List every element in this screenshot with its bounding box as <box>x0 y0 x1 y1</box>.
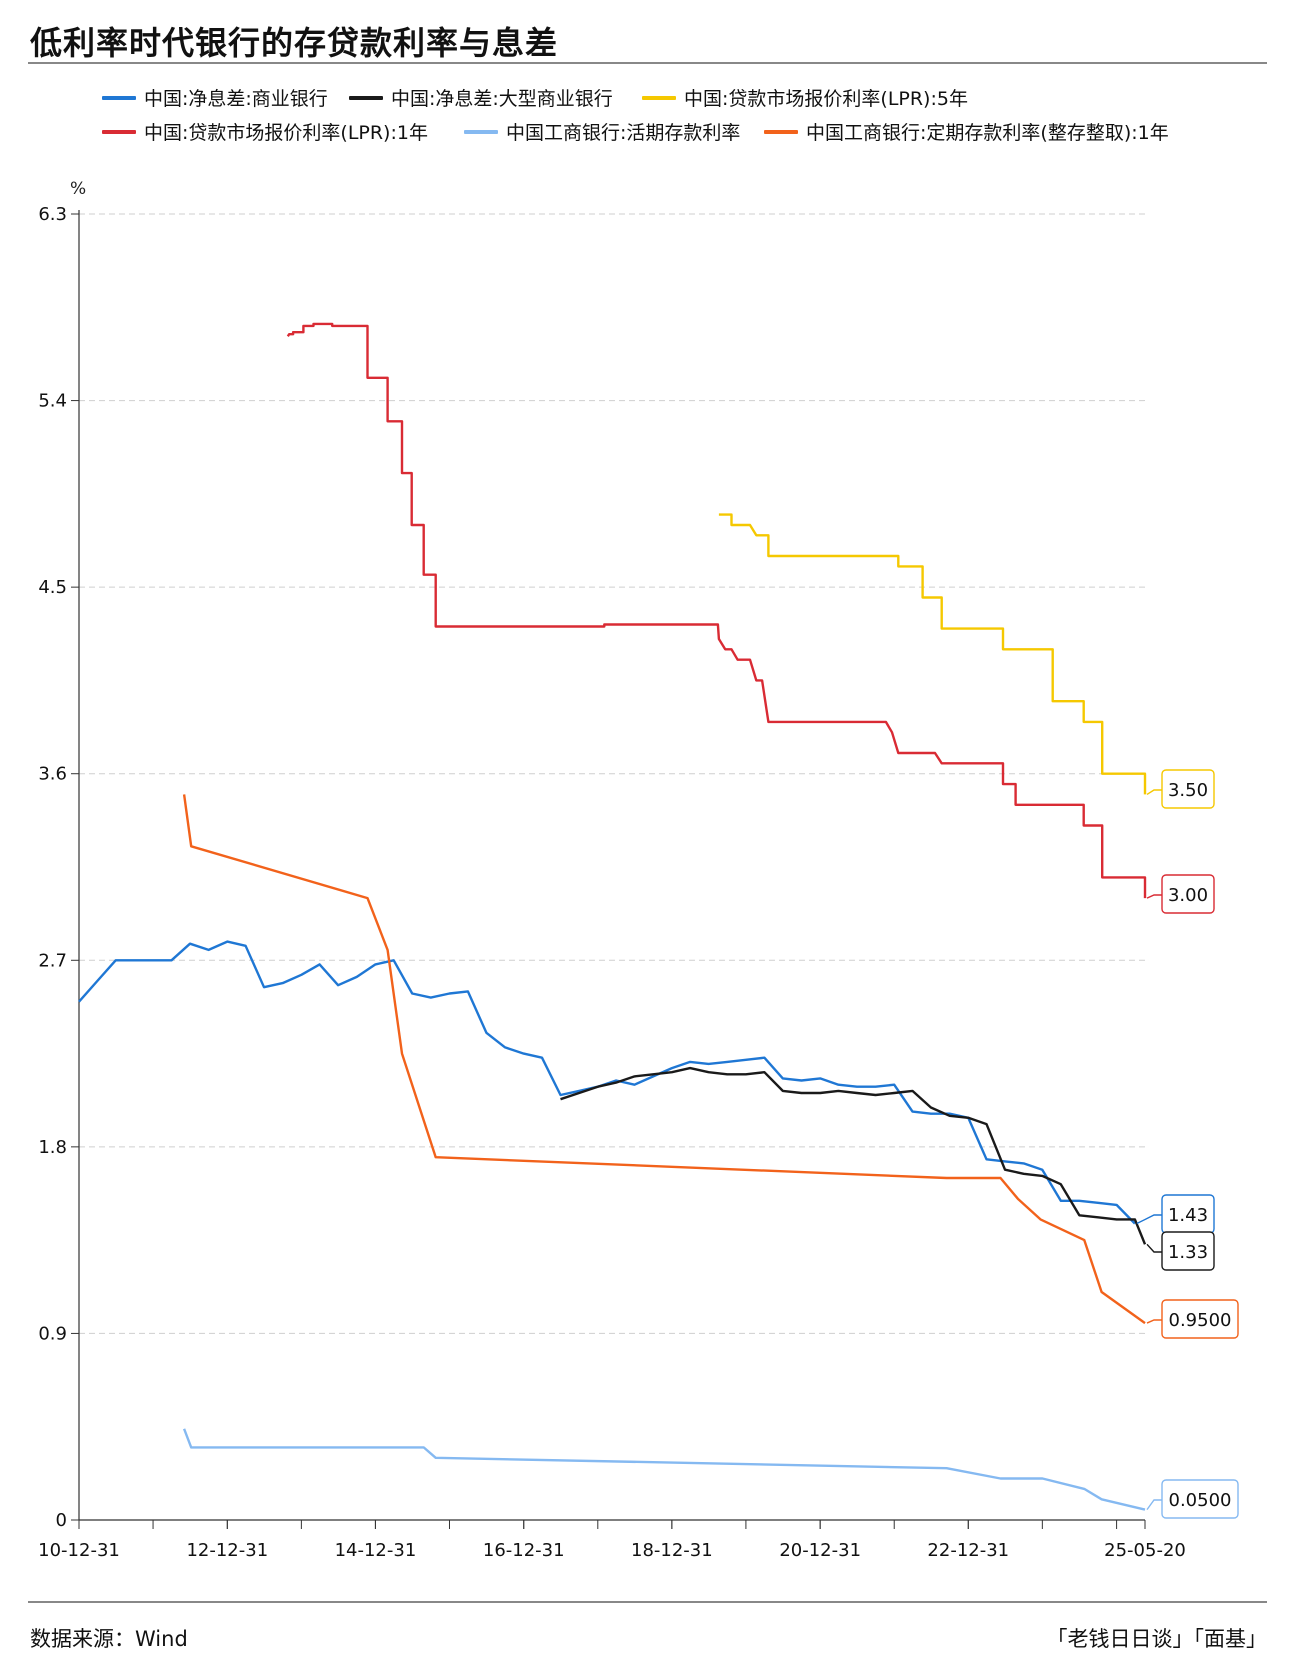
data-source: 数据来源：Wind <box>30 1627 188 1651</box>
x-tick-label: 12-12-31 <box>186 1540 268 1561</box>
y-tick-label: 3.6 <box>38 764 67 785</box>
end-value-label: 3.50 <box>1168 780 1208 801</box>
y-tick-label: 1.8 <box>38 1137 67 1158</box>
x-tick-label: 10-12-31 <box>38 1540 120 1561</box>
x-tick-label: 14-12-31 <box>335 1540 417 1561</box>
line-chart: % 0 0.9 1.8 2.7 3.6 4.5 5.4 6.3 10-12-31 12-12-31 1… <box>38 179 1239 1561</box>
callout-leader <box>1146 1243 1162 1253</box>
legend-label: 中国:贷款市场报价利率(LPR):1年 <box>144 122 428 144</box>
callout-box <box>1161 1299 1239 1339</box>
legend-swatch <box>102 95 136 100</box>
end-value-label: 0.9500 <box>1169 1310 1232 1331</box>
x-tick-label: 20-12-31 <box>779 1540 861 1561</box>
y-tick-label: 0 <box>56 1510 67 1531</box>
legend-item-2: 中国:净息差:大型商业银行 <box>349 84 613 111</box>
series-line-6 <box>182 794 1146 1325</box>
chart-title: 低利率时代银行的存贷款利率与息差 <box>30 24 559 62</box>
legend-label: 中国:贷款市场报价利率(LPR):5年 <box>684 88 968 110</box>
series-line-3 <box>718 513 1147 795</box>
legend-label: 中国工商银行:活期存款利率 <box>506 122 741 144</box>
series-line-5 <box>182 1428 1146 1511</box>
y-tick-label: 4.5 <box>38 577 67 598</box>
brand-label: 「老钱日日谈」「面基」 <box>1046 1627 1268 1651</box>
legend-swatch <box>102 129 136 134</box>
x-tick-label: 18-12-31 <box>631 1540 713 1561</box>
callout-box <box>1161 1479 1239 1519</box>
y-tick-label: 6.3 <box>38 204 67 225</box>
series-line-4 <box>286 322 1147 899</box>
callout-leader <box>1146 1499 1162 1511</box>
legend-swatch <box>642 95 676 100</box>
legend-swatch <box>764 129 798 134</box>
legend-swatch <box>349 95 383 100</box>
end-value-label: 1.43 <box>1168 1205 1208 1226</box>
callout-leader <box>1146 1319 1162 1324</box>
legend-label: 中国工商银行:定期存款利率(整存整取):1年 <box>806 122 1169 144</box>
x-tick-label: 25-05-20 <box>1104 1540 1186 1561</box>
legend-item-5: 中国工商银行:活期存款利率 <box>464 118 740 145</box>
legend-item-3: 中国:贷款市场报价利率(LPR):5年 <box>642 84 968 111</box>
legend-label: 中国:净息差:商业银行 <box>144 88 328 110</box>
y-tick-label: 2.7 <box>38 950 67 971</box>
y-axis-unit: % <box>70 179 86 199</box>
x-tick-label: 22-12-31 <box>927 1540 1009 1561</box>
legend-swatch <box>464 129 498 134</box>
series-line-1 <box>78 940 1136 1225</box>
callout-leader <box>1146 894 1162 899</box>
legend-item-4: 中国:贷款市场报价利率(LPR):1年 <box>102 118 428 145</box>
end-value-label: 0.0500 <box>1169 1490 1232 1511</box>
title-divider <box>28 62 1267 64</box>
callout-box <box>1161 769 1215 809</box>
callout-box <box>1161 1231 1215 1271</box>
callout-leader <box>1136 1214 1162 1225</box>
x-tick-label: 16-12-31 <box>483 1540 565 1561</box>
legend-label: 中国:净息差:大型商业银行 <box>391 88 613 110</box>
legend-item-1: 中国:净息差:商业银行 <box>102 84 328 111</box>
y-tick-label: 0.9 <box>38 1323 67 1344</box>
end-value-label: 1.33 <box>1168 1242 1208 1263</box>
end-value-label: 3.00 <box>1168 885 1208 906</box>
legend-item-6: 中国工商银行:定期存款利率(整存整取):1年 <box>764 118 1169 145</box>
callout-box <box>1161 874 1215 914</box>
series-line-2 <box>560 1066 1147 1245</box>
callout-leader <box>1146 789 1162 796</box>
footer-divider <box>28 1601 1267 1603</box>
y-tick-label: 5.4 <box>38 391 67 412</box>
